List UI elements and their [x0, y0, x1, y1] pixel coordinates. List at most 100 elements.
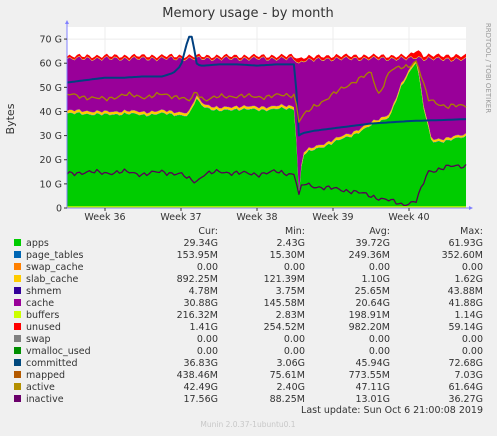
legend-swatch [14, 395, 21, 402]
legend-swatch [14, 275, 21, 282]
legend-swatch [14, 311, 21, 318]
legend-value: 982.20M [349, 322, 390, 333]
legend-label: swap_cache [26, 262, 84, 273]
legend-value: 3.06G [276, 358, 305, 369]
legend-swatch [14, 347, 21, 354]
x-tick-label: Week 39 [312, 212, 353, 223]
legend-value: 75.61M [270, 370, 305, 381]
legend-value: 72.68G [448, 358, 483, 369]
legend-value: 121.39M [264, 274, 305, 285]
legend-value: 0.00 [369, 334, 390, 345]
legend: Cur: Min: Avg: Max: apps 29.34G 2.43G 39.72G 61.… [14, 226, 483, 405]
line-committed [66, 35, 467, 137]
area-cache [67, 56, 466, 194]
legend-header: Max: [460, 226, 483, 237]
legend-value: 249.36M [349, 250, 390, 261]
legend-value: 0.00 [369, 262, 390, 273]
legend-label: page_tables [26, 250, 84, 261]
legend-value: 20.64G [355, 298, 390, 309]
legend-swatch [14, 299, 21, 306]
rrdtool-credit: RRDTOOL / TOBI OETIKER [484, 23, 492, 113]
legend-value: 145.58M [264, 298, 305, 309]
legend-swatch [14, 251, 21, 258]
legend-value: 254.52M [264, 322, 305, 333]
legend-value: 0.00 [369, 346, 390, 357]
y-tick-label: 60 G [40, 59, 62, 70]
legend-label: cache [26, 298, 54, 309]
legend-value: 15.30M [270, 250, 305, 261]
x-tick-label: Week 36 [84, 212, 125, 223]
legend-value: 3.75M [276, 286, 305, 297]
legend-label: unused [26, 322, 61, 333]
legend-label: vmalloc_used [26, 346, 91, 357]
legend-value: 61.64G [448, 382, 483, 393]
x-axis-arrow [469, 206, 473, 210]
legend-value: 0.00 [197, 262, 218, 273]
legend-value: 1.10G [361, 274, 390, 285]
legend-swatch [14, 239, 21, 246]
legend-value: 29.34G [183, 238, 218, 249]
legend-value: 0.00 [284, 262, 305, 273]
legend-value: 4.78M [189, 286, 218, 297]
legend-value: 88.25M [270, 394, 305, 405]
legend-value: 0.00 [284, 334, 305, 345]
legend-swatch [14, 371, 21, 378]
legend-value: 198.91M [349, 310, 390, 321]
y-tick-label: 40 G [40, 107, 62, 118]
x-tick-label: Week 40 [388, 212, 429, 223]
stacked-areas [67, 50, 466, 208]
series-lines [66, 35, 467, 208]
y-tick-label: 0 [56, 204, 62, 215]
legend-value: 1.62G [454, 274, 483, 285]
legend-value: 47.11G [355, 382, 390, 393]
axes: 0 10 G 20 G 30 G 40 G 50 G 60 G 70 G Week 36 Week… [40, 20, 473, 223]
legend-value: 13.01G [355, 394, 390, 405]
legend-label: mapped [26, 370, 65, 381]
legend-value: 59.14G [448, 322, 483, 333]
legend-value: 0.00 [462, 346, 483, 357]
legend-value: 216.32M [177, 310, 218, 321]
last-update: Last update: Sun Oct 6 21:00:08 2019 [301, 405, 483, 416]
y-tick-label: 70 G [40, 35, 62, 46]
legend-label: shmem [26, 286, 61, 297]
area-apps [67, 63, 466, 208]
legend-value: 7.03G [454, 370, 483, 381]
legend-label: committed [26, 358, 78, 369]
legend-value: 352.60M [442, 250, 483, 261]
legend-value: 2.43G [276, 238, 305, 249]
legend-value: 892.25M [177, 274, 218, 285]
legend-header: Avg: [369, 226, 390, 237]
legend-value: 1.41G [189, 322, 218, 333]
legend-value: 2.83M [276, 310, 305, 321]
legend-label: swap [26, 334, 51, 345]
legend-label: apps [26, 238, 49, 249]
legend-value: 43.88M [448, 286, 483, 297]
legend-value: 438.46M [177, 370, 218, 381]
legend-swatch [14, 335, 21, 342]
legend-value: 45.94G [355, 358, 390, 369]
legend-value: 39.72G [355, 238, 390, 249]
chart-title: Memory usage - by month [162, 6, 333, 21]
y-axis-label: Bytes [4, 103, 17, 134]
y-axis-arrow [65, 20, 69, 24]
line-inactive [66, 164, 467, 207]
legend-value: 61.93G [448, 238, 483, 249]
y-tick-label: 50 G [40, 83, 62, 94]
y-tick-label: 30 G [40, 131, 62, 142]
legend-label: active [26, 382, 55, 393]
legend-value: 0.00 [462, 262, 483, 273]
line-active [66, 60, 467, 123]
legend-value: 41.88G [448, 298, 483, 309]
legend-header: Min: [285, 226, 305, 237]
legend-value: 773.55M [349, 370, 390, 381]
legend-value: 17.56G [183, 394, 218, 405]
x-tick-label: Week 38 [236, 212, 277, 223]
legend-value: 0.00 [284, 346, 305, 357]
legend-value: 153.95M [177, 250, 218, 261]
legend-swatch [14, 263, 21, 270]
legend-label: slab_cache [26, 274, 78, 285]
legend-swatch [14, 323, 21, 330]
munin-version-footer: Munin 2.0.37-1ubuntu0.1 [200, 420, 295, 429]
